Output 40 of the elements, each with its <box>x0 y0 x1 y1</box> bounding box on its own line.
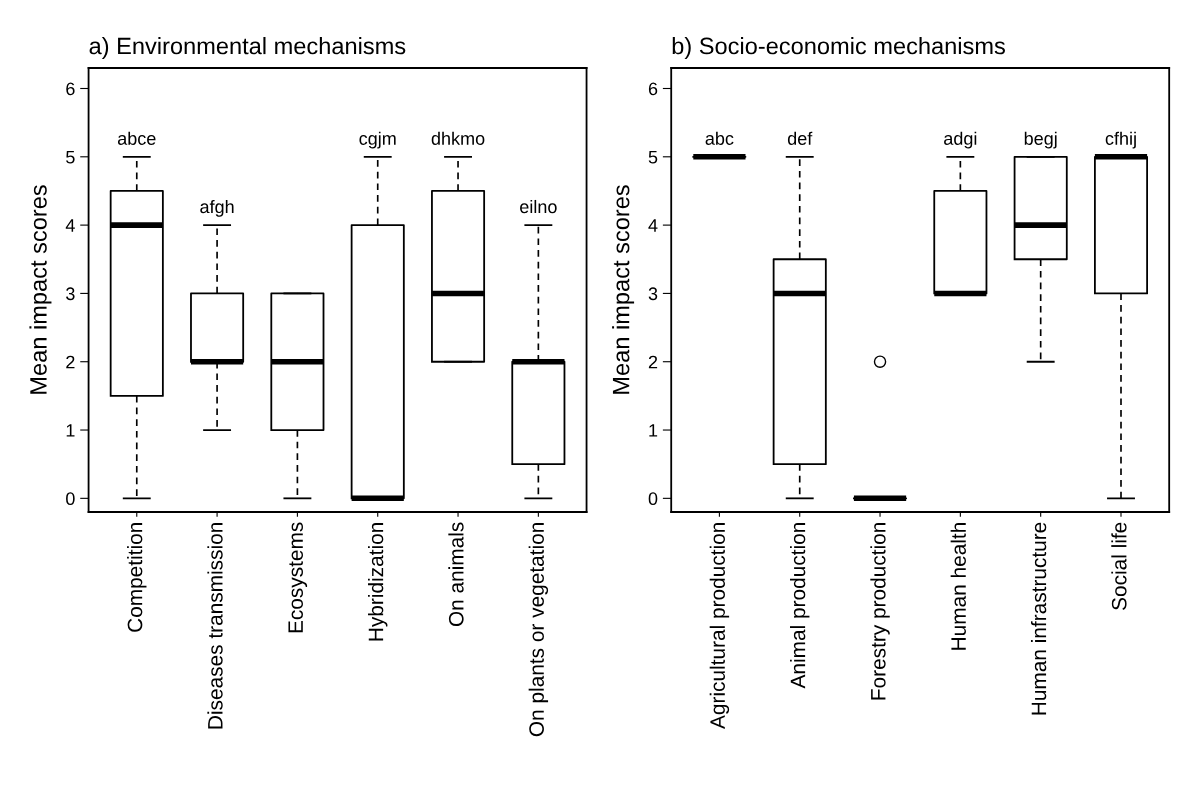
x-tick-label: Hybridization <box>368 523 388 641</box>
annotation: cgjm <box>359 131 396 149</box>
x-tick-label: Animal production <box>790 523 810 689</box>
x-tick-label: Social life <box>1111 522 1127 610</box>
y-tick-label: 2 <box>66 355 75 369</box>
y-axis-title: Mean impact scores <box>29 185 52 394</box>
y-tick-label: 6 <box>648 82 658 96</box>
y-axis-title: Mean impact scores <box>612 185 635 394</box>
chart-title: b) Socio-economic mechanisms <box>672 37 1005 59</box>
y-tick-label: 1 <box>66 424 75 437</box>
annotation: cfhij <box>1105 131 1136 149</box>
x-tick-label: On plants or vegetation <box>528 523 549 737</box>
annotation: abc <box>705 131 734 145</box>
y-tick-label: 4 <box>65 219 75 232</box>
y-tick-label: 2 <box>648 355 658 369</box>
x-tick-label: Ecosystems <box>288 522 308 633</box>
annotation: begj <box>1024 131 1057 149</box>
x-tick-label: Agricultural production <box>709 523 730 729</box>
y-tick-label: 3 <box>648 287 658 301</box>
y-tick-label: 5 <box>648 150 658 164</box>
annotation: def <box>787 131 813 145</box>
x-tick-label: Human health <box>950 523 966 650</box>
chart-title: a) Environmental mechanisms <box>89 37 406 59</box>
y-tick-label: 4 <box>648 219 658 232</box>
y-tick-label: 0 <box>648 492 658 506</box>
annotation: afgh <box>200 199 234 217</box>
annotation: dhkmo <box>431 131 485 145</box>
y-tick-label: 3 <box>66 287 75 301</box>
x-tick-label: Forestry production <box>870 523 890 700</box>
annotation: eilno <box>520 199 557 214</box>
x-tick-label: On animals <box>448 522 464 627</box>
y-tick-label: 1 <box>649 424 658 437</box>
x-tick-label: Diseases transmission <box>207 523 223 729</box>
x-tick-label: Competition <box>127 523 147 632</box>
y-tick-label: 5 <box>66 150 75 164</box>
x-tick-label: Human infrastructure <box>1030 522 1047 715</box>
annotation: abce <box>117 131 156 145</box>
annotation: adgi <box>944 131 977 149</box>
y-tick-label: 6 <box>66 82 75 96</box>
y-tick-label: 0 <box>66 492 75 506</box>
